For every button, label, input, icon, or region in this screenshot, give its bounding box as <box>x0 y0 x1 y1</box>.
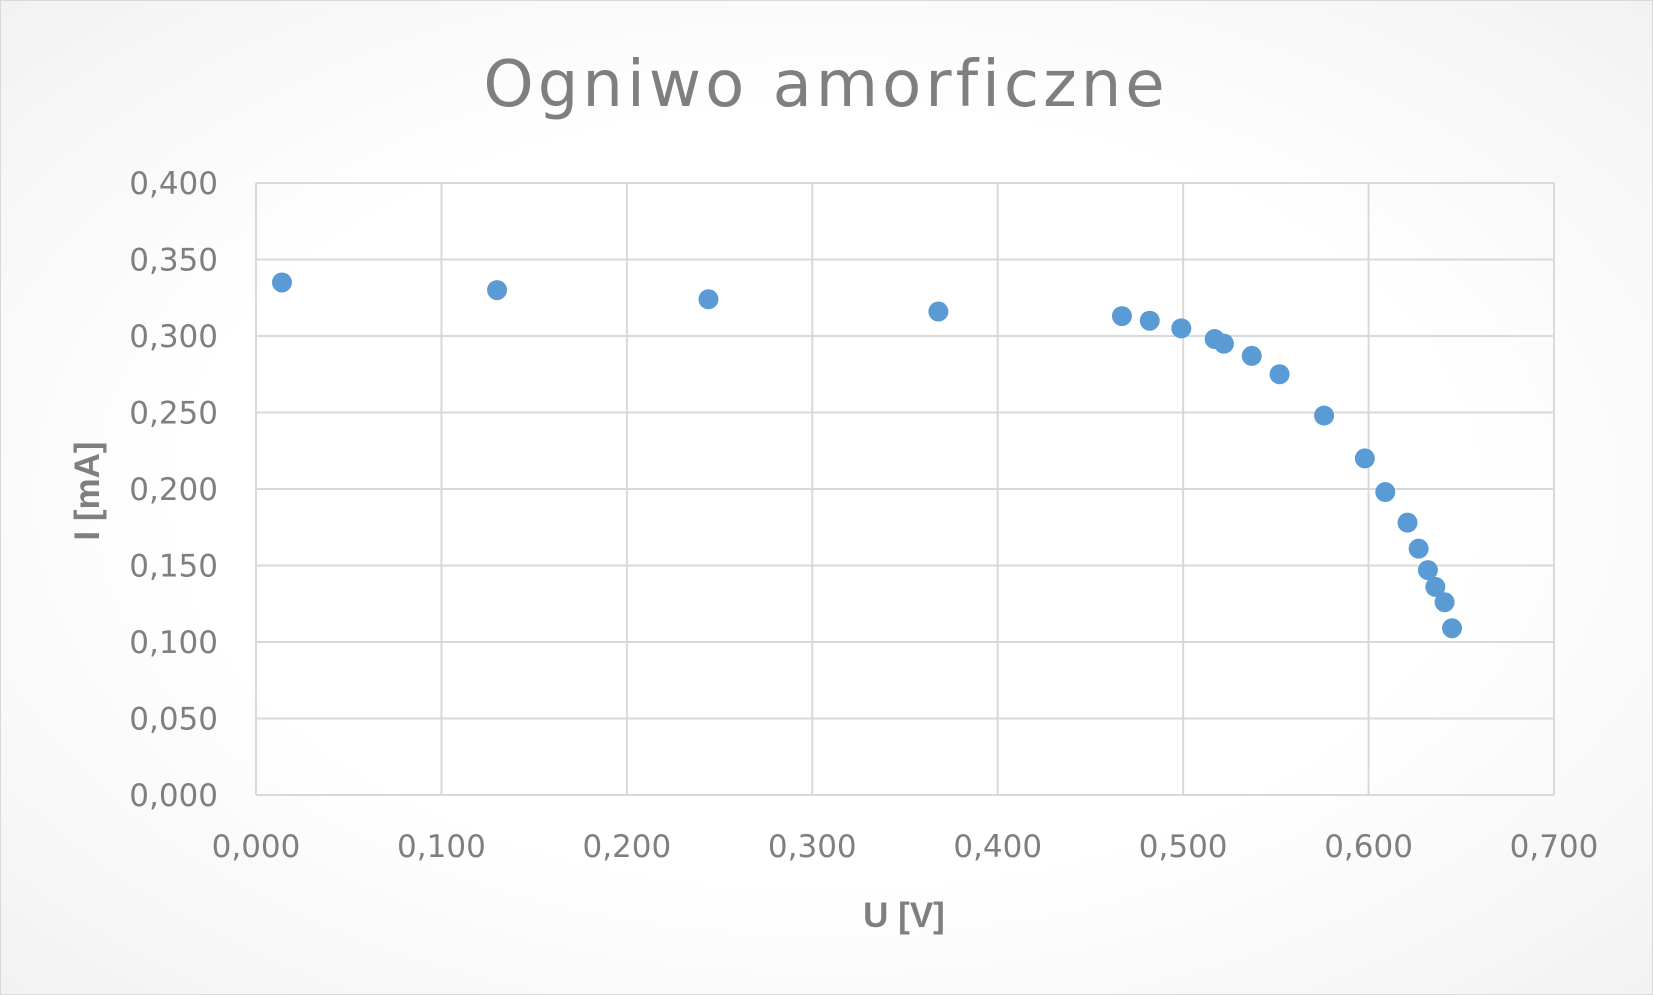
data-point <box>1442 618 1463 639</box>
y-tick-label: 0,400 <box>129 166 218 202</box>
y-tick-label: 0,050 <box>129 702 218 738</box>
y-tick-label: 0,000 <box>129 778 218 814</box>
y-tick-label: 0,300 <box>129 319 218 355</box>
data-point <box>1269 364 1290 385</box>
data-point <box>1354 448 1375 469</box>
data-point <box>487 280 508 301</box>
data-point <box>1213 333 1234 354</box>
data-points <box>271 272 1463 639</box>
x-tick-label: 0,400 <box>953 829 1042 865</box>
gridlines <box>255 182 1555 796</box>
tick-labels: 0,000 0,050 0,100 0,150 0,200 0,250 0,300 0,350… <box>129 166 1598 865</box>
x-tick-label: 0,300 <box>768 829 857 865</box>
x-tick-label: 0,000 <box>212 829 301 865</box>
data-point <box>1425 576 1446 597</box>
x-tick-label: 0,500 <box>1139 829 1228 865</box>
x-tick-label: 0,700 <box>1510 829 1599 865</box>
data-point <box>1171 318 1192 339</box>
y-tick-label: 0,150 <box>129 549 218 585</box>
x-tick-label: 0,200 <box>582 829 671 865</box>
data-point <box>1417 560 1438 581</box>
data-point <box>1375 482 1396 503</box>
data-point <box>271 272 292 293</box>
data-point <box>1111 306 1132 327</box>
data-point <box>1434 592 1455 613</box>
data-point <box>1397 512 1418 533</box>
y-tick-label: 0,200 <box>129 472 218 508</box>
data-point <box>928 301 949 322</box>
y-axis-title: I [mA] <box>68 441 107 540</box>
y-tick-label: 0,100 <box>129 625 218 661</box>
y-tick-label: 0,250 <box>129 396 218 432</box>
data-point <box>698 289 719 310</box>
data-point <box>1408 538 1429 559</box>
y-tick-label: 0,350 <box>129 243 218 279</box>
data-point <box>1139 310 1160 331</box>
data-point <box>1314 405 1335 426</box>
x-tick-label: 0,100 <box>397 829 486 865</box>
x-tick-label: 0,600 <box>1324 829 1413 865</box>
chart-title: Ogniwo amorficzne <box>483 48 1168 122</box>
data-point <box>1241 345 1262 366</box>
x-axis-title: U [V] <box>863 896 945 935</box>
